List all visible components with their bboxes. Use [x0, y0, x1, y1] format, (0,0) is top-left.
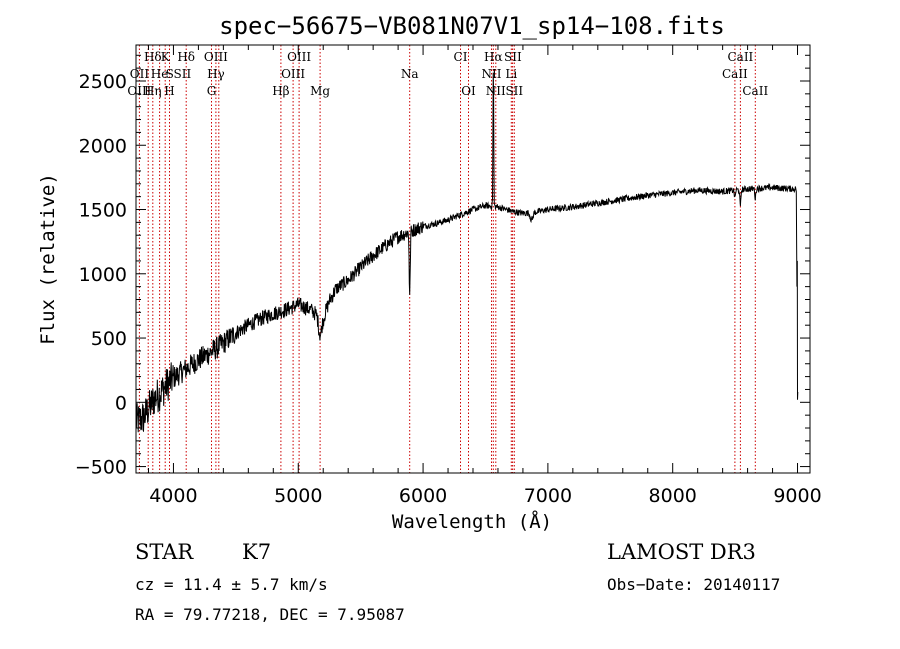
line-label-3: OIII — [204, 50, 228, 64]
x-axis-label: Wavelength (Å) — [392, 510, 552, 533]
line-label-6: Hα — [484, 50, 503, 64]
y-tick-label-3: 1000 — [79, 264, 127, 286]
line-label-19: OIII — [127, 84, 151, 98]
x-tick-label-1: 5000 — [274, 485, 322, 507]
x-tick-label-0: 4000 — [149, 485, 197, 507]
y-tick-label-6: 2500 — [79, 71, 127, 93]
obs-date: Obs−Date: 20140117 — [607, 575, 780, 594]
line-label-21: H — [164, 84, 174, 98]
y-tick-label-4: 1500 — [79, 200, 127, 222]
plot-frame — [135, 44, 811, 474]
line-label-11: S — [166, 67, 174, 81]
chart-title: spec−56675−VB081N07V1_sp14−108.fits — [219, 12, 725, 40]
survey-name: LAMOST DR3 — [607, 540, 756, 564]
line-label-15: Na — [401, 67, 419, 81]
line-label-24: Mg — [310, 84, 330, 98]
line-label-2: Hδ — [177, 50, 195, 64]
line-label-14: OIII — [281, 67, 305, 81]
line-label-20: Hη — [144, 84, 162, 98]
spectral-line-markers — [138, 45, 756, 473]
y-tick-label-5: 2000 — [79, 135, 127, 157]
object-subclass: K7 — [242, 540, 271, 564]
line-label-8: CaII — [727, 50, 753, 64]
line-label-12: SII — [174, 67, 192, 81]
redshift-cz: cz = 11.4 ± 5.7 km/s — [135, 575, 328, 594]
line-label-16: NII — [482, 67, 502, 81]
line-label-5: CI — [454, 50, 468, 64]
line-label-13: Hγ — [207, 67, 225, 81]
x-axis-ticks: 4000 5000 6000 7000 8000 9000 — [147, 45, 822, 507]
line-label-22: G — [207, 84, 217, 98]
coordinates: RA = 79.77218, DEC = 7.95087 — [135, 605, 405, 624]
x-tick-label-4: 8000 — [649, 485, 697, 507]
line-label-27: SII — [505, 84, 523, 98]
x-tick-label-5: 9000 — [773, 485, 821, 507]
line-label-4: OIII — [287, 50, 311, 64]
line-label-0: Hδ — [144, 50, 162, 64]
line-label-23: Hβ — [272, 84, 289, 98]
line-label-28: CaII — [742, 84, 768, 98]
line-label-9: OII — [130, 67, 150, 81]
x-tick-label-3: 7000 — [524, 485, 572, 507]
x-tick-label-2: 6000 — [399, 485, 447, 507]
y-tick-label-0: −500 — [75, 457, 127, 479]
line-label-17: Li — [505, 67, 517, 81]
y-tick-label-2: 500 — [91, 328, 127, 350]
y-axis-ticks: −500 0 500 1000 1500 2000 2500 — [75, 54, 810, 479]
y-axis-label: Flux (relative) — [37, 173, 59, 345]
y-tick-label-1: 0 — [115, 392, 127, 414]
line-label-18: CaII — [722, 67, 748, 81]
line-label-26: NII — [486, 84, 506, 98]
line-label-25: OI — [461, 84, 476, 98]
line-label-10: He — [151, 67, 169, 81]
line-label-7: SII — [504, 50, 522, 64]
line-label-1: K — [161, 50, 171, 64]
spectrum-line — [135, 72, 799, 433]
object-type: STAR — [135, 540, 194, 564]
